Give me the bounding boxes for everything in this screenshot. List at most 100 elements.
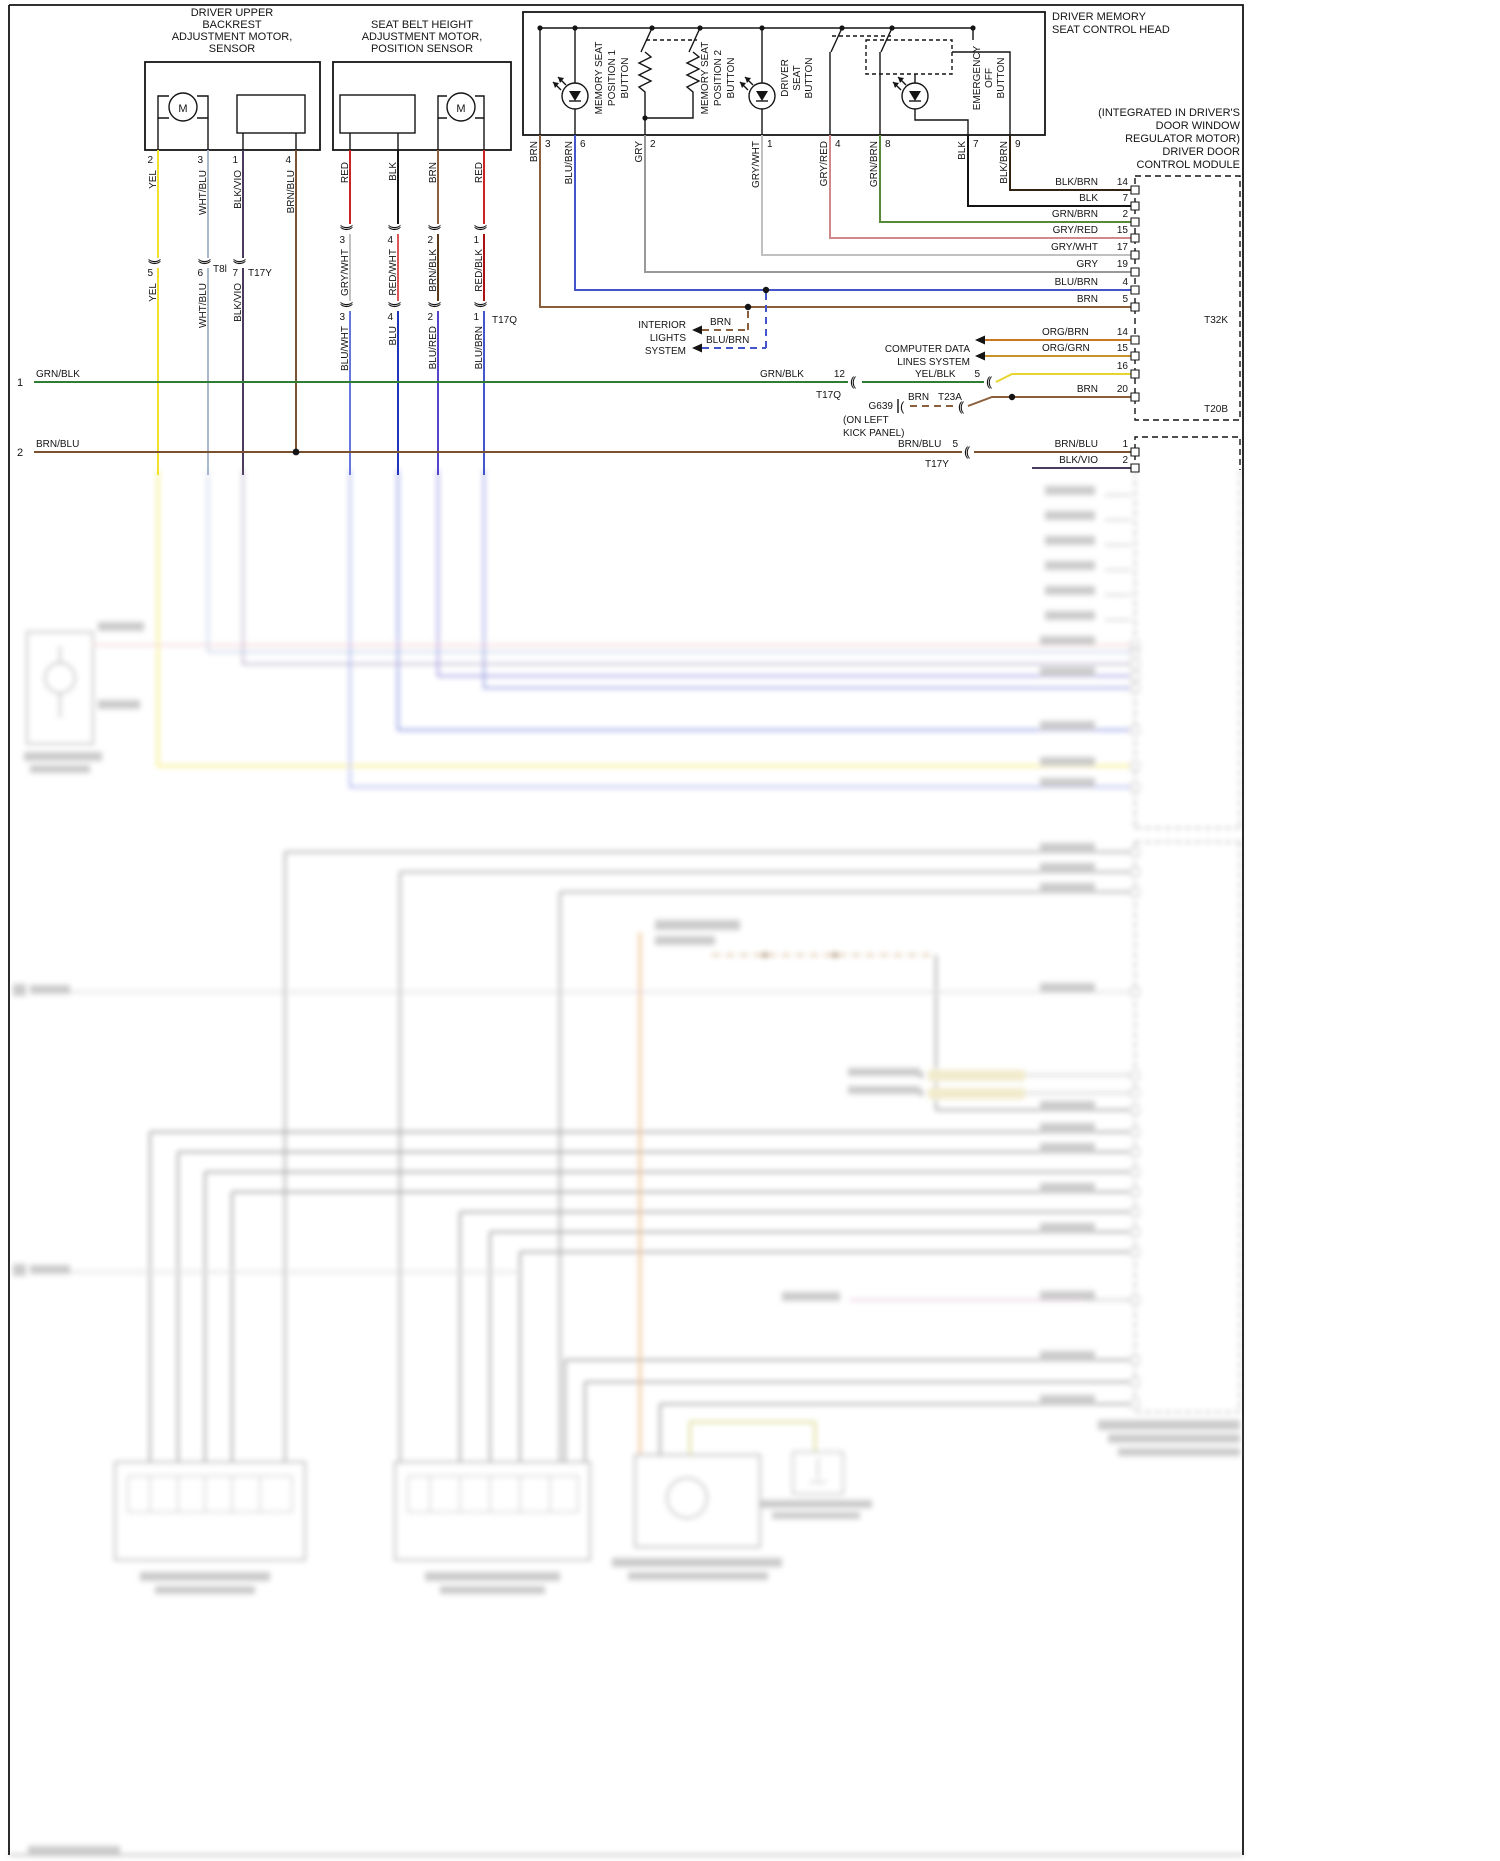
blurred-small-internals bbox=[810, 1458, 826, 1483]
blurred-pin-squares bbox=[1130, 640, 1140, 1409]
led-indicator-icon bbox=[561, 82, 589, 110]
blurred-component-box bbox=[394, 1461, 591, 1561]
pin-number: 4 bbox=[387, 312, 393, 323]
internal-wire bbox=[914, 28, 1011, 135]
blurred-module-dashed-boxes bbox=[1134, 470, 1241, 1413]
wire-label: WHT/BLU bbox=[198, 283, 209, 328]
led-diode bbox=[756, 91, 768, 101]
control-head-title: SEAT CONTROL HEAD bbox=[1052, 24, 1170, 36]
wire-label: BLK bbox=[388, 162, 399, 181]
splice-symbol: (( bbox=[146, 258, 161, 265]
splice-symbol: (( bbox=[231, 258, 246, 265]
button-label: OFF bbox=[984, 68, 995, 88]
blurred-wire-blu-red bbox=[437, 470, 1131, 677]
ground-location: KICK PANEL) bbox=[843, 428, 905, 439]
led-ray-heads bbox=[740, 77, 751, 88]
pin-number: 7 bbox=[973, 139, 979, 150]
blurred-text-placeholders bbox=[13, 486, 1240, 1854]
pin-number: 4 bbox=[835, 139, 841, 150]
blurred-pale-buses bbox=[35, 991, 1131, 1273]
wire-label: BRN/BLU bbox=[36, 439, 79, 450]
seatbelt-motor-component: SEAT BELT HEIGHT ADJUSTMENT MOTOR, POSIT… bbox=[332, 19, 517, 475]
blurred-wire-blu-brn bbox=[483, 470, 1131, 689]
junction-dot bbox=[744, 303, 752, 311]
wire-gry bbox=[644, 135, 1131, 273]
blurred-gray-wires bbox=[284, 851, 1131, 1462]
wire-blk-brn bbox=[1009, 135, 1131, 191]
pin-stubs bbox=[157, 118, 297, 150]
motor-symbol bbox=[446, 92, 476, 122]
arrow-left-icon bbox=[692, 343, 702, 353]
wire-label: BRN/BLU bbox=[286, 170, 297, 213]
wire-label: BLK/BRN bbox=[1055, 177, 1098, 188]
pin-number: 15 bbox=[1117, 225, 1129, 236]
wire-label: RED/WHT bbox=[388, 249, 399, 296]
module-title: DOOR WINDOW bbox=[1156, 120, 1241, 132]
ground-g639: G639 ( BRN T23A (( (ON LEFT KICK PANEL) bbox=[843, 392, 1131, 439]
connector-label: T17Y bbox=[248, 268, 272, 279]
connector-label: T20B bbox=[1204, 404, 1228, 415]
control-head-to-module-wires bbox=[539, 135, 1131, 308]
junction-dot bbox=[537, 25, 543, 31]
blurred-pin-stubs bbox=[1105, 494, 1131, 621]
ground-label: G639 bbox=[869, 401, 894, 412]
wire-label: GRN/BLK bbox=[36, 369, 80, 380]
motor-brackets bbox=[157, 95, 209, 119]
component-title: POSITION SENSOR bbox=[371, 43, 473, 55]
splice-symbol: (( bbox=[964, 444, 971, 459]
pin-number: 7 bbox=[1122, 193, 1128, 204]
pin-number: 9 bbox=[1015, 139, 1021, 150]
junction-dot bbox=[292, 448, 300, 456]
pin-number: 3 bbox=[545, 139, 551, 150]
wire-label: RED bbox=[474, 162, 485, 183]
pin-number: 1 bbox=[473, 312, 479, 323]
blurred-component-box bbox=[114, 1461, 306, 1561]
module-title: DRIVER DOOR bbox=[1162, 146, 1240, 158]
blurred-inner-box bbox=[407, 1475, 579, 1513]
sensor-box bbox=[339, 94, 416, 134]
wire-label: BRN bbox=[710, 317, 731, 328]
wire-label: BLK/VIO bbox=[233, 170, 244, 209]
wire-label: BRN bbox=[1077, 294, 1098, 305]
wire-label: BRN/BLK bbox=[428, 249, 439, 292]
button-label: MEMORY SEAT bbox=[594, 42, 605, 115]
wire-label: ORG/BRN bbox=[1042, 327, 1089, 338]
pin-number: 2 bbox=[1122, 455, 1128, 466]
module-pin-squares bbox=[1130, 185, 1140, 473]
component-box bbox=[332, 61, 512, 151]
wire-gry-wht bbox=[761, 135, 1131, 256]
control-head-title: DRIVER MEMORY bbox=[1052, 11, 1147, 23]
pin-number: 3 bbox=[197, 155, 203, 166]
control-head-box bbox=[522, 11, 1046, 136]
connector-label: T17Q bbox=[492, 315, 517, 326]
component-box bbox=[144, 61, 321, 151]
wire-label: BLU bbox=[388, 326, 399, 345]
pin-number: 1 bbox=[767, 139, 773, 150]
wire-label: BLU/BRN bbox=[706, 335, 749, 346]
component-title: DRIVER UPPER bbox=[191, 7, 274, 19]
connector-label: T17Y bbox=[925, 459, 949, 470]
ground-location: (ON LEFT bbox=[843, 415, 889, 426]
wire-label: GRN/BRN bbox=[1052, 209, 1098, 220]
wire-label: GRY/RED bbox=[1053, 225, 1098, 236]
system-label: SYSTEM bbox=[645, 346, 686, 357]
wire-label: BRN bbox=[428, 162, 439, 183]
module-dashed-box bbox=[1134, 175, 1241, 421]
led-diode bbox=[909, 91, 921, 101]
blurred-wire-pale-blue bbox=[207, 470, 1131, 653]
wire-label: BRN/BLU bbox=[1055, 439, 1098, 450]
memory-seat-control-head: DRIVER MEMORY SEAT CONTROL HEAD MEMORY S… bbox=[522, 11, 1170, 188]
wire-label: BLK bbox=[1079, 193, 1098, 204]
button-label: BUTTON bbox=[726, 58, 737, 99]
blurred-wire-olive bbox=[689, 1421, 816, 1455]
pin-number: 2 bbox=[147, 155, 153, 166]
blurred-dot bbox=[761, 951, 769, 959]
pin-number: 19 bbox=[1117, 259, 1129, 270]
component-title: ADJUSTMENT MOTOR, bbox=[172, 31, 293, 43]
pin-number: 4 bbox=[285, 155, 291, 166]
wire-label: GRY/WHT bbox=[1051, 242, 1098, 253]
wire-label: BLU/WHT bbox=[340, 326, 351, 371]
pin-number: 1 bbox=[1122, 439, 1128, 450]
backrest-motor-component: DRIVER UPPER BACKREST ADJUSTMENT MOTOR, … bbox=[144, 7, 321, 475]
resistor bbox=[637, 51, 653, 135]
